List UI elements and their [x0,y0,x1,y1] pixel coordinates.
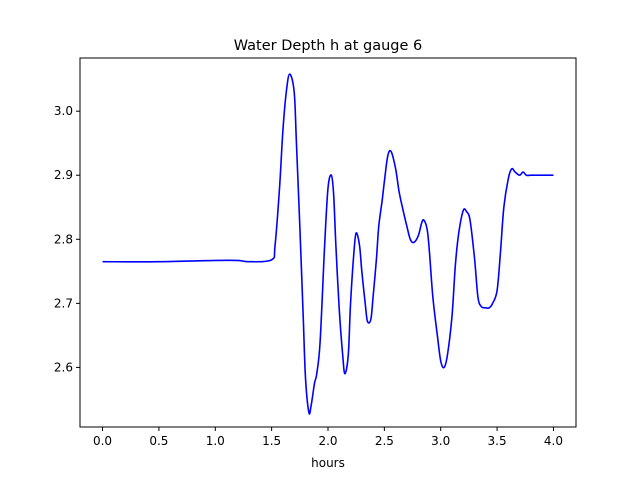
chart-title: Water Depth h at gauge 6 [234,38,422,54]
x-tick-label: 2.0 [318,434,337,448]
y-tick-label: 2.8 [54,232,73,246]
x-tick-label: 0.0 [93,434,112,448]
x-tick-label: 1.5 [262,434,281,448]
x-tick-label: 0.5 [149,434,168,448]
y-tick-label: 2.6 [54,360,73,374]
x-tick-label: 2.5 [375,434,394,448]
y-tick-label: 3.0 [54,104,73,118]
x-tick-label: 3.5 [488,434,507,448]
series-line [102,73,554,415]
y-tick-label: 2.9 [54,168,73,182]
x-axis: 0.0 0.5 1.0 1.5 2.0 2.5 3.0 3.5 4.0 [93,427,563,448]
x-axis-label: hours [311,456,345,470]
y-tick-label: 2.7 [54,296,73,310]
x-tick-label: 4.0 [544,434,563,448]
x-tick-label: 1.0 [206,434,225,448]
x-tick-label: 3.0 [431,434,450,448]
series-layer [102,73,554,415]
y-axis: 2.6 2.7 2.8 2.9 3.0 [54,104,80,374]
